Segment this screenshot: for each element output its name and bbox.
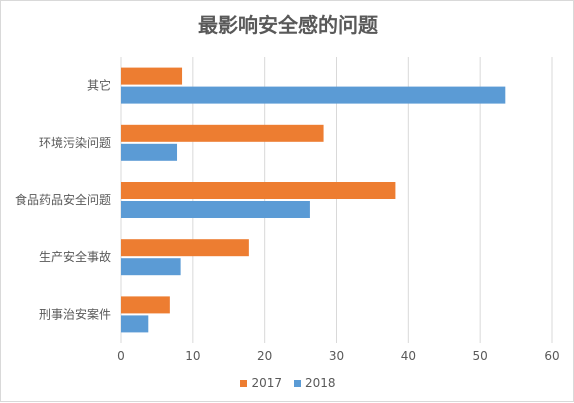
bar-2018-2 — [121, 201, 310, 218]
chart-title: 最影响安全感的问题 — [198, 13, 378, 37]
bar-2018-4 — [121, 315, 149, 333]
bar-2018-1 — [121, 143, 178, 161]
bar-2017-0 — [121, 67, 183, 85]
x-tick-label: 0 — [117, 349, 125, 363]
y-category-label: 刑事治安案件 — [39, 306, 111, 321]
bar-2017-4 — [121, 296, 170, 314]
x-tick-label: 60 — [544, 349, 559, 363]
legend-label-2017: 2017 — [251, 376, 282, 390]
y-category-label: 其它 — [87, 78, 111, 93]
legend-swatch-2018 — [294, 379, 301, 387]
x-tick-label: 50 — [473, 349, 488, 363]
bar-2018-3 — [121, 258, 181, 276]
legend-swatch-2017 — [240, 379, 248, 387]
y-category-label: 食品药品安全问题 — [15, 192, 111, 207]
x-tick-label: 30 — [329, 349, 344, 363]
x-tick-label: 40 — [401, 349, 416, 363]
y-category-label: 生产安全事故 — [39, 249, 111, 264]
bar-2017-3 — [121, 239, 249, 257]
bar-2017-1 — [121, 124, 324, 142]
x-tick-label: 10 — [185, 349, 200, 363]
bar-2018-0 — [121, 86, 506, 104]
legend: 2017 2018 — [1, 376, 574, 390]
y-category-label: 环境污染问题 — [39, 135, 111, 150]
legend-item-2017: 2017 — [240, 376, 282, 390]
legend-item-2018: 2018 — [294, 376, 336, 390]
bar-2017-2 — [121, 182, 396, 199]
legend-label-2018: 2018 — [305, 376, 336, 390]
x-tick-label: 20 — [257, 349, 272, 363]
